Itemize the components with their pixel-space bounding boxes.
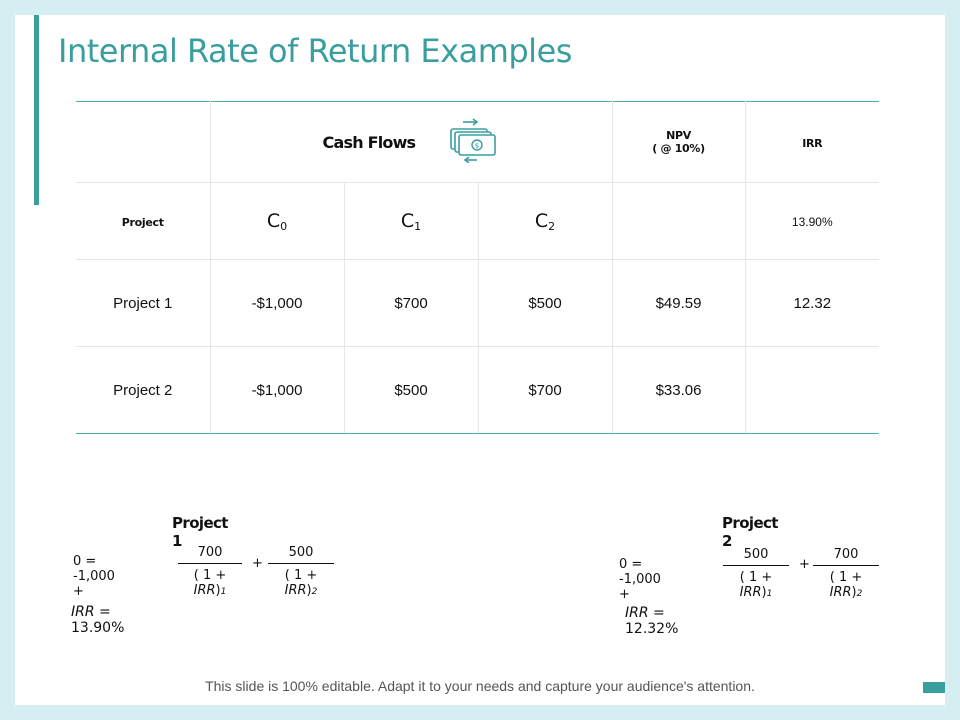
- c1-label: C: [400, 210, 415, 232]
- fraction-2: 700 ( 1 + IRR)2: [813, 547, 879, 600]
- plus-sign: +: [252, 556, 263, 571]
- empty-header-cell: [76, 101, 211, 183]
- npv-rate: ( @ 10%): [652, 142, 705, 155]
- c2-label: C: [534, 210, 549, 232]
- table-row: Project 1 -$1,000 $700 $500 $49.59 12.32: [76, 259, 880, 347]
- accent-bar: [34, 15, 39, 205]
- c0-label: C: [266, 210, 281, 232]
- formula-lhs: 0 = -1,000 +: [619, 557, 661, 602]
- cash-flows-label: Cash Flows: [322, 132, 417, 152]
- irr-header-value-cell: 13.90%: [744, 182, 880, 260]
- page-title: Internal Rate of Return Examples: [58, 32, 572, 70]
- irr-cell: [744, 346, 880, 434]
- npv-empty-cell: [612, 182, 746, 260]
- c2-cell: $700: [477, 346, 613, 434]
- fraction-2: 500 ( 1 + IRR)2: [268, 545, 334, 598]
- fraction-numerator: 500: [268, 545, 334, 564]
- table-row: Project 2 -$1,000 $500 $700 $33.06: [76, 346, 880, 434]
- c0-header: C0: [209, 182, 345, 260]
- c2-header: C2: [477, 182, 613, 260]
- plus-sign: +: [799, 557, 810, 572]
- npv-cell: $33.06: [611, 346, 746, 434]
- c1-subscript: 1: [414, 220, 422, 233]
- project-name-cell: Project 2: [76, 346, 211, 434]
- irr-table: Cash Flows $ NPV ( @ 10%) IRR: [76, 101, 880, 434]
- irr-result: IRR = 13.90%: [71, 604, 125, 636]
- project-label: Project: [121, 215, 164, 229]
- fraction-denominator: ( 1 + IRR)1: [193, 568, 227, 598]
- c0-cell: -$1,000: [209, 346, 345, 434]
- npv-label: NPV: [666, 129, 691, 142]
- project-header: Project: [76, 182, 211, 260]
- fraction-1: 700 ( 1 + IRR)1: [178, 545, 242, 598]
- c1-cell: $500: [343, 346, 479, 434]
- npv-header: NPV ( @ 10%): [611, 101, 746, 183]
- irr-label: IRR: [802, 136, 823, 150]
- c1-header: C1: [343, 182, 479, 260]
- cash-flows-header: Cash Flows $: [209, 101, 613, 183]
- formula-title: Project 2: [722, 514, 778, 550]
- fraction-denominator: ( 1 + IRR)2: [829, 570, 863, 600]
- fraction-numerator: 500: [723, 547, 789, 566]
- c2-cell: $500: [477, 259, 613, 347]
- project-name-cell: Project 1: [76, 259, 211, 347]
- formula-title: Project 1: [172, 514, 228, 550]
- fraction-denominator: ( 1 + IRR)1: [739, 570, 773, 600]
- footer-text: This slide is 100% editable. Adapt it to…: [205, 678, 755, 694]
- formula-lhs: 0 = -1,000 +: [73, 554, 115, 599]
- irr-header-value: 13.90%: [791, 214, 833, 229]
- fraction-denominator: ( 1 + IRR)2: [284, 568, 318, 598]
- table-subheader-row-2: [76, 182, 879, 260]
- svg-text:$: $: [475, 142, 479, 150]
- irr-result: IRR = 12.32%: [625, 605, 679, 637]
- money-bills-icon: $: [449, 117, 499, 167]
- fraction-numerator: 700: [813, 547, 879, 566]
- fraction-numerator: 700: [178, 545, 242, 564]
- fraction-1: 500 ( 1 + IRR)1: [723, 547, 789, 600]
- npv-cell: $49.59: [611, 259, 746, 347]
- corner-accent: [923, 682, 945, 693]
- c2-subscript: 2: [548, 220, 556, 233]
- table-header-row: Cash Flows $ NPV ( @ 10%) IRR: [76, 101, 880, 183]
- c1-cell: $700: [343, 259, 479, 347]
- c0-cell: -$1,000: [209, 259, 345, 347]
- c0-subscript: 0: [280, 220, 288, 233]
- irr-header: IRR: [744, 101, 880, 183]
- irr-cell: 12.32: [744, 259, 880, 347]
